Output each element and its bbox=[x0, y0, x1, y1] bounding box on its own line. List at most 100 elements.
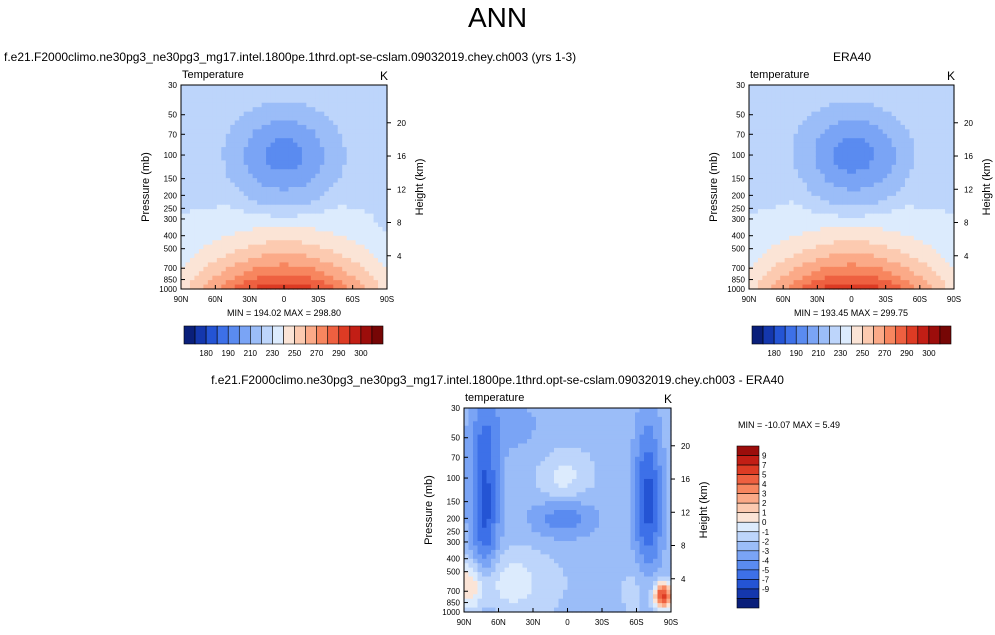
field-cell bbox=[477, 545, 483, 551]
field-cell bbox=[922, 160, 928, 166]
field-cell bbox=[918, 266, 924, 272]
field-cell bbox=[234, 116, 240, 122]
field-cell bbox=[288, 222, 294, 228]
field-cell bbox=[373, 116, 379, 122]
field-cell bbox=[878, 116, 884, 122]
field-cell bbox=[212, 178, 218, 184]
field-cell bbox=[351, 169, 357, 175]
field-cell bbox=[292, 133, 299, 139]
field-cell bbox=[864, 107, 870, 113]
field-cell bbox=[757, 262, 763, 268]
field-cell bbox=[820, 218, 826, 224]
field-cell bbox=[225, 284, 231, 290]
field-cell bbox=[243, 98, 249, 104]
field-cell bbox=[194, 235, 200, 241]
field-cell bbox=[940, 218, 946, 224]
field-cell bbox=[838, 271, 844, 277]
field-cell bbox=[189, 191, 196, 197]
field-cell bbox=[855, 85, 862, 91]
field-cell bbox=[477, 541, 483, 547]
field-cell bbox=[784, 240, 790, 246]
field-cell bbox=[324, 253, 330, 259]
field-cell bbox=[900, 85, 906, 91]
field-cell bbox=[239, 266, 245, 272]
field-cell bbox=[811, 253, 817, 259]
field-cell bbox=[275, 195, 281, 201]
field-cell bbox=[333, 142, 339, 148]
field-cell bbox=[355, 231, 361, 237]
y-tick-label: 250 bbox=[732, 204, 746, 213]
field-cell bbox=[811, 262, 817, 268]
field-cell bbox=[248, 204, 254, 210]
field-cell bbox=[802, 187, 808, 193]
field-cell bbox=[225, 231, 231, 237]
field-cell bbox=[757, 120, 763, 126]
field-cell bbox=[292, 182, 299, 188]
field-cell bbox=[473, 461, 479, 467]
field-cell bbox=[297, 231, 303, 237]
field-cell bbox=[257, 253, 263, 259]
field-cell bbox=[351, 280, 357, 286]
field-cell bbox=[949, 151, 955, 157]
field-cell bbox=[793, 271, 799, 277]
field-cell bbox=[882, 204, 888, 210]
field-cell bbox=[806, 200, 812, 206]
field-cell bbox=[243, 124, 249, 130]
field-cell bbox=[351, 275, 357, 281]
field-cell bbox=[922, 124, 928, 130]
field-cell bbox=[378, 275, 384, 281]
field-cell bbox=[342, 129, 348, 135]
field-cell bbox=[328, 231, 334, 237]
field-cell bbox=[301, 213, 307, 219]
field-cell bbox=[234, 213, 240, 219]
field-cell bbox=[829, 178, 835, 184]
field-cell bbox=[869, 178, 875, 184]
field-cell bbox=[806, 178, 812, 184]
field-cell bbox=[181, 142, 187, 148]
field-cell bbox=[500, 514, 506, 520]
field-cell bbox=[203, 191, 209, 197]
field-cell bbox=[896, 151, 902, 157]
field-cell bbox=[766, 275, 772, 281]
field-cell bbox=[252, 102, 258, 108]
field-cell bbox=[945, 120, 951, 126]
field-cell bbox=[518, 576, 524, 582]
field-cell bbox=[860, 253, 866, 259]
field-cell bbox=[940, 85, 946, 91]
field-cell bbox=[815, 129, 821, 135]
field-cell bbox=[798, 275, 804, 281]
field-cell bbox=[279, 222, 285, 228]
field-cell bbox=[324, 178, 330, 184]
field-cell bbox=[949, 98, 955, 104]
field-cell bbox=[949, 200, 955, 206]
field-cell bbox=[257, 275, 263, 281]
field-cell bbox=[780, 120, 786, 126]
field-cell bbox=[216, 187, 222, 193]
field-cell bbox=[518, 527, 524, 533]
field-cell bbox=[860, 218, 866, 224]
y-tick-label: 400 bbox=[164, 232, 178, 241]
field-cell bbox=[873, 271, 879, 277]
field-cell bbox=[364, 147, 370, 153]
field-cell bbox=[864, 98, 870, 104]
field-cell bbox=[927, 231, 933, 237]
field-cell bbox=[495, 572, 501, 578]
field-cell bbox=[185, 222, 191, 228]
field-cell bbox=[927, 169, 933, 175]
field-cell bbox=[855, 240, 862, 246]
field-cell bbox=[333, 187, 339, 193]
field-cell bbox=[378, 93, 384, 99]
field-cell bbox=[860, 275, 866, 281]
field-cell bbox=[753, 249, 759, 255]
colorbar-box bbox=[305, 325, 317, 345]
field-cell bbox=[328, 120, 334, 126]
field-cell bbox=[181, 200, 187, 206]
field-cell bbox=[900, 178, 906, 184]
field-cell bbox=[789, 147, 795, 153]
field-cell bbox=[275, 231, 281, 237]
field-cell bbox=[847, 124, 853, 130]
field-cell bbox=[275, 85, 281, 91]
field-cell bbox=[364, 195, 370, 201]
field-cell bbox=[940, 182, 946, 188]
x-tick-label: 0 bbox=[282, 295, 287, 304]
